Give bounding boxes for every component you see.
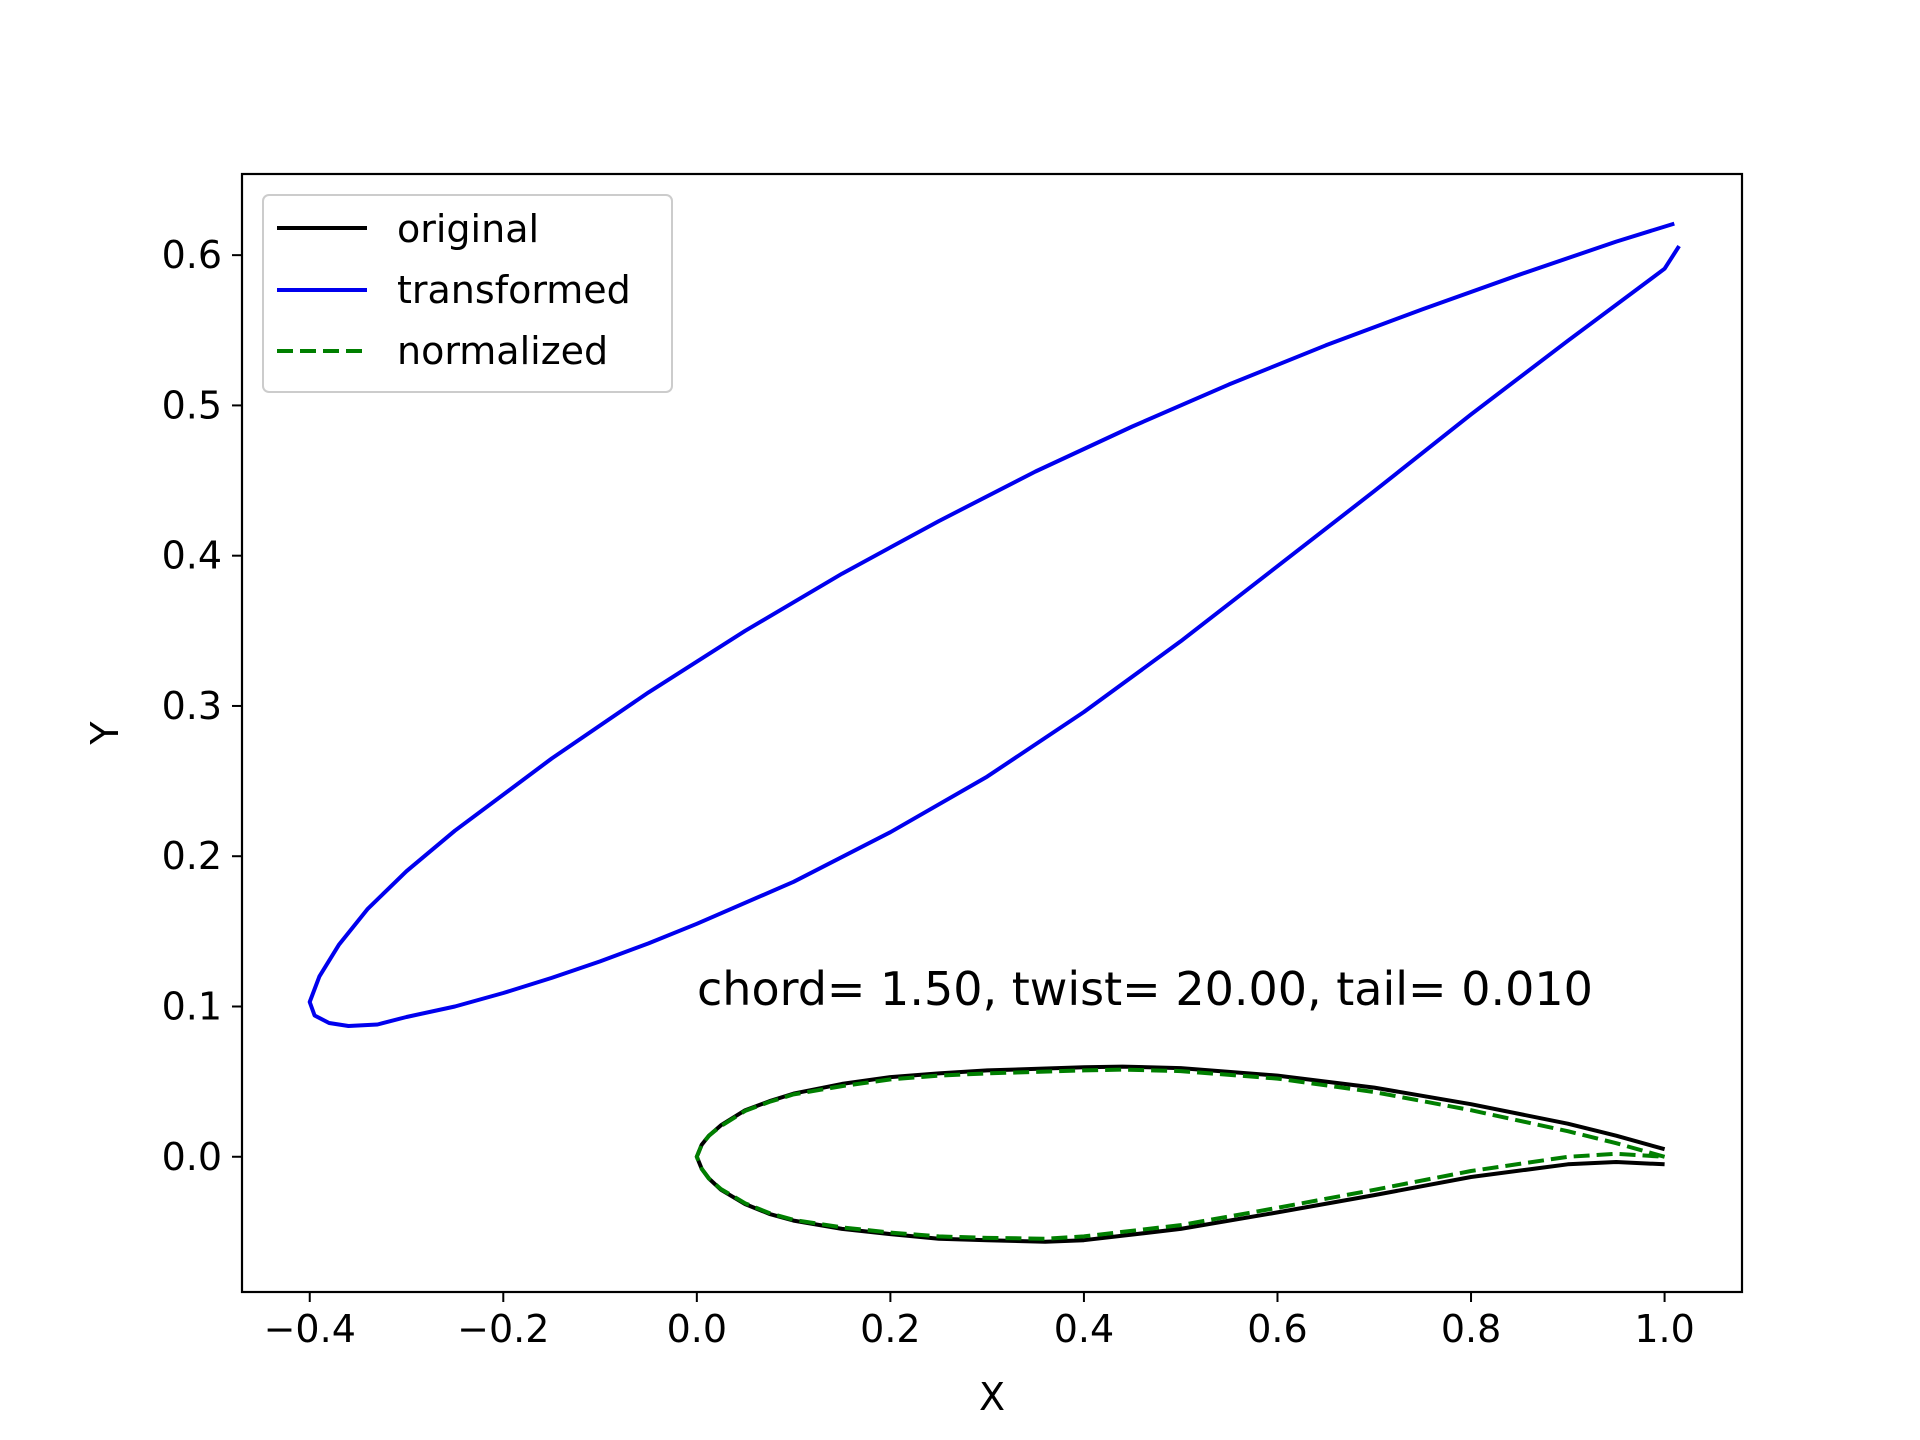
series-line-transformed [307,221,1681,1028]
series-line-normalized [694,1067,1666,1241]
parameters-annotation: chord= 1.50, twist= 20.00, tail= 0.010 [697,962,1593,1016]
x-axis-label: X [979,1375,1005,1419]
y-axis-ticks: 0.0 0.1 0.2 0.3 0.4 0.5 0.6 [162,233,242,1179]
x-tick-label: 0.2 [860,1307,920,1351]
y-tick-label: 0.4 [162,534,222,578]
y-tick-label: 0.6 [162,233,222,277]
x-tick-label: 0.6 [1247,1307,1307,1351]
legend-label-transformed: transformed [397,268,631,312]
y-axis-label: Y [83,721,127,746]
x-tick-label: 1.0 [1634,1307,1694,1351]
legend-label-original: original [397,207,539,251]
y-tick-label: 0.1 [162,984,222,1028]
y-tick-label: 0.2 [162,834,222,878]
y-tick-label: 0.3 [162,684,222,728]
x-axis-ticks: −0.4 −0.2 0.0 0.2 0.4 0.6 0.8 1.0 [264,1292,1695,1351]
x-tick-label: −0.4 [264,1307,356,1351]
x-tick-label: 0.4 [1054,1307,1114,1351]
legend: original transformed normalized [262,194,673,393]
x-tick-label: 0.8 [1441,1307,1501,1351]
y-tick-label: 0.0 [162,1135,222,1179]
x-tick-label: −0.2 [457,1307,549,1351]
y-tick-label: 0.5 [162,383,222,427]
x-tick-label: 0.0 [667,1307,727,1351]
plot-frame [240,172,1744,1294]
legend-box [262,194,673,393]
legend-label-normalized: normalized [397,329,608,373]
series-layer [307,221,1681,1244]
